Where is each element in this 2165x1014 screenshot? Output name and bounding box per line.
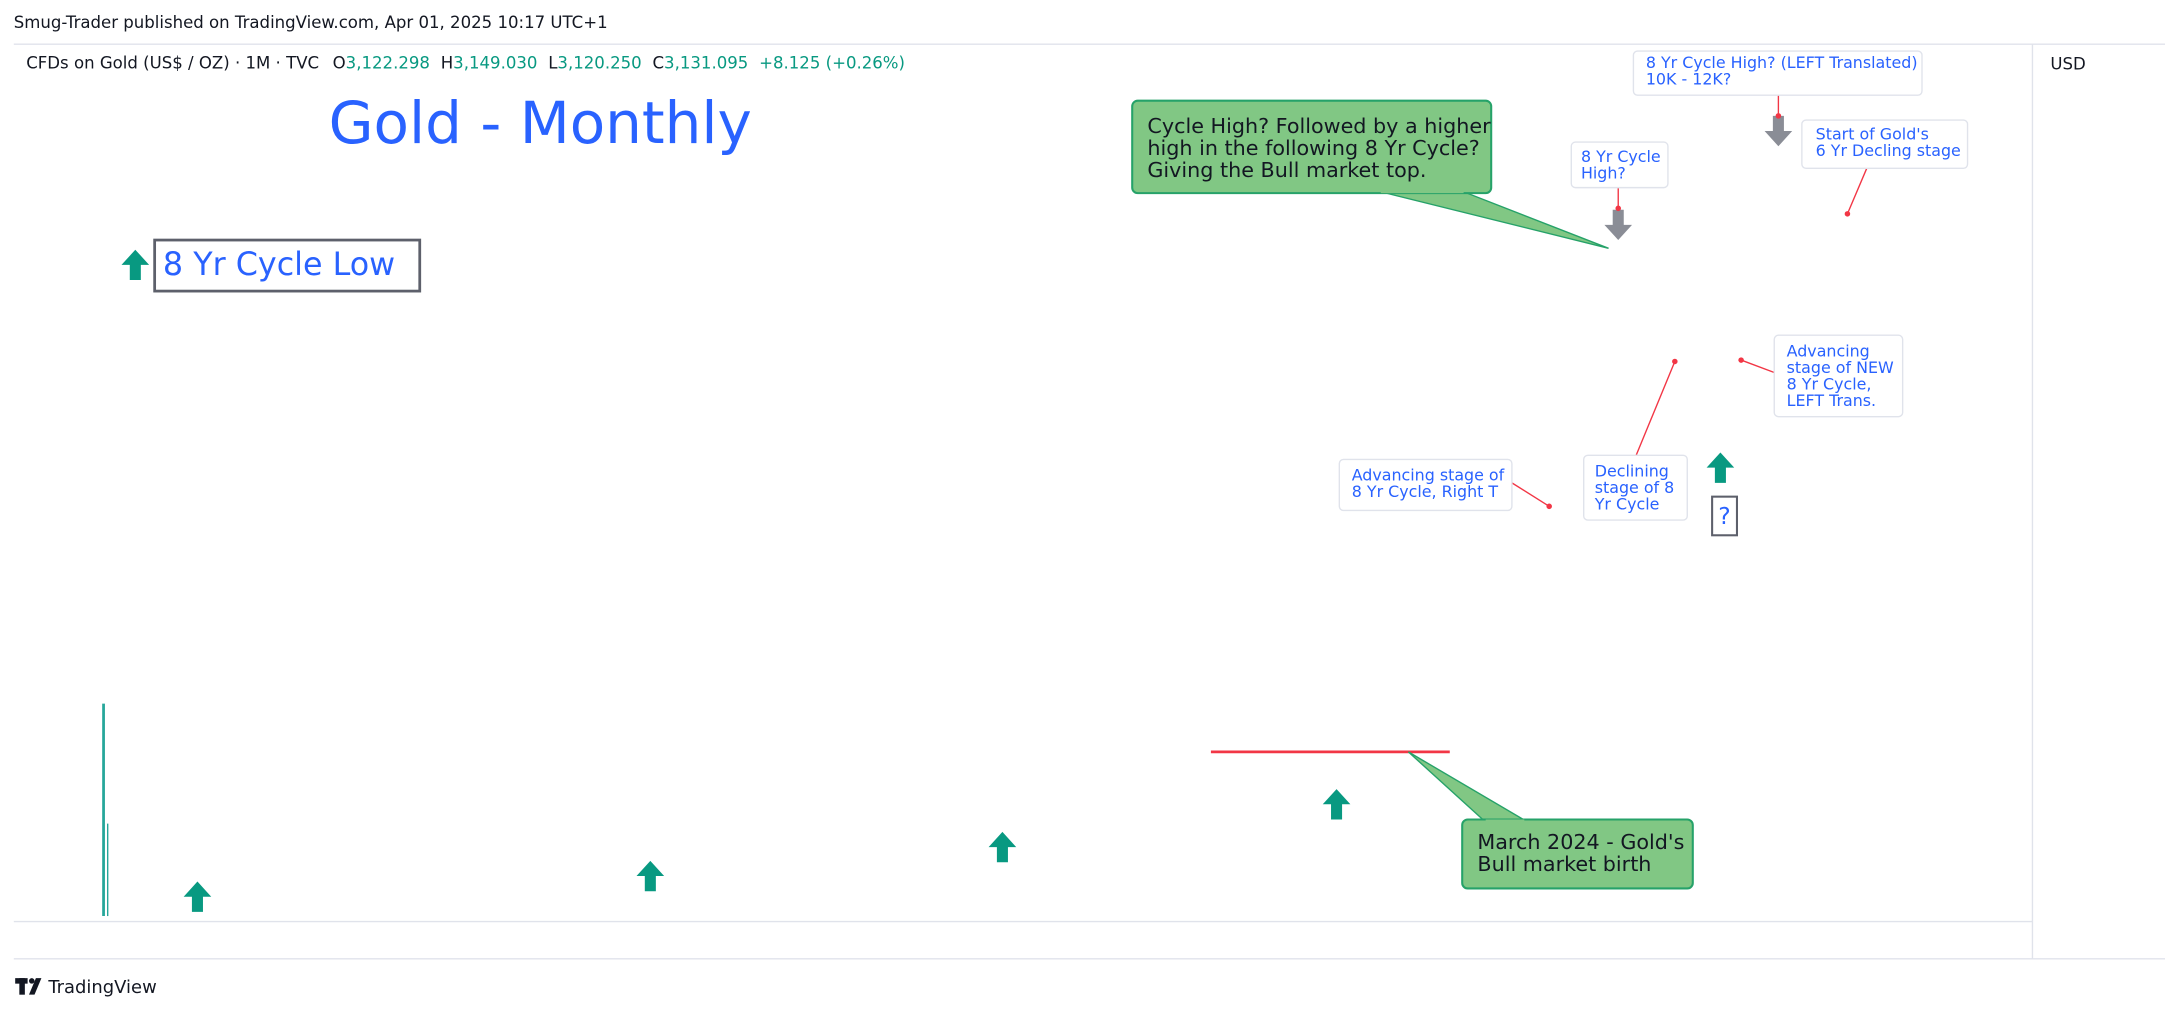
note-text: Advancing (1787, 341, 1870, 360)
connector-dot (1672, 358, 1678, 365)
note-text: Advancing stage of (1352, 465, 1505, 484)
note-box (1801, 119, 1969, 170)
connector (1846, 168, 1868, 215)
note-box (1773, 334, 1904, 418)
note-box (1338, 458, 1513, 512)
callout-box (1461, 818, 1694, 890)
connector (1635, 361, 1676, 456)
question-mark: ? (1718, 502, 1730, 530)
ohlc-value: 3,149.030 (453, 53, 537, 72)
connector (1740, 359, 1775, 374)
callout-text: Bull market birth (1477, 852, 1651, 876)
cycle-low-label: 8 Yr Cycle Low (163, 247, 395, 283)
ohlc-value: 3,131.095 (664, 53, 748, 72)
ohlc-value: 3,120.250 (557, 53, 641, 72)
callout-box (1131, 99, 1493, 195)
chart-title: Gold - Monthly (329, 89, 752, 157)
connector-dot (1615, 205, 1621, 212)
tv-logo (15, 978, 42, 995)
ohlc-key: H (441, 53, 453, 72)
ohlc-key: C (652, 53, 664, 72)
connector-dot (1738, 357, 1744, 363)
connector (1511, 482, 1550, 507)
note-text: 8 Yr Cycle (1581, 147, 1661, 166)
publisher: Smug-Trader published on TradingView.com… (14, 13, 608, 32)
callout-text: Cycle High? Followed by a higher (1147, 114, 1491, 138)
symbol: CFDs on Gold (US$ / OZ) · 1M · TVC (26, 53, 319, 72)
note-text: Yr Cycle (1594, 494, 1660, 513)
ohlc-value: 3,122.298 (346, 53, 430, 72)
note-text: 8 Yr Cycle, (1787, 374, 1872, 393)
note-text: 8 Yr Cycle, Right T (1352, 482, 1499, 501)
change: +8.125 (+0.26%) (759, 53, 905, 72)
note-text: 6 Yr Decling stage (1816, 141, 1961, 160)
ohlc-key: L (548, 53, 558, 72)
note-text: High? (1581, 163, 1626, 182)
note-text: LEFT Trans. (1787, 391, 1876, 410)
callout-text: Giving the Bull market top. (1147, 158, 1426, 182)
callout-text: high in the following 8 Yr Cycle? (1147, 136, 1479, 160)
note-box (1583, 454, 1688, 521)
ohlc-key: O (333, 53, 346, 72)
footer-brand: TradingView (47, 977, 156, 998)
note-text: 8 Yr Cycle High? (LEFT Translated) (1646, 53, 1918, 72)
note-text: 10K - 12K? (1646, 70, 1731, 89)
note-text: stage of 8 (1595, 478, 1675, 497)
connector-dot (1844, 211, 1851, 217)
note-text: Start of Gold's (1816, 125, 1929, 144)
currency: USD (2050, 54, 2085, 73)
connector-dot (1775, 113, 1782, 119)
question-box (1711, 495, 1739, 537)
note-text: Declining (1595, 461, 1669, 480)
note-box (1570, 141, 1669, 189)
note-box (1632, 50, 1923, 96)
connector-dot (1546, 503, 1552, 510)
note-text: stage of NEW (1787, 358, 1894, 377)
cycle-low-box (153, 238, 422, 293)
callout-text: March 2024 - Gold's (1477, 830, 1684, 854)
symbol-legend: CFDs on Gold (US$ / OZ) · 1M · TVC O3,12… (26, 53, 905, 72)
